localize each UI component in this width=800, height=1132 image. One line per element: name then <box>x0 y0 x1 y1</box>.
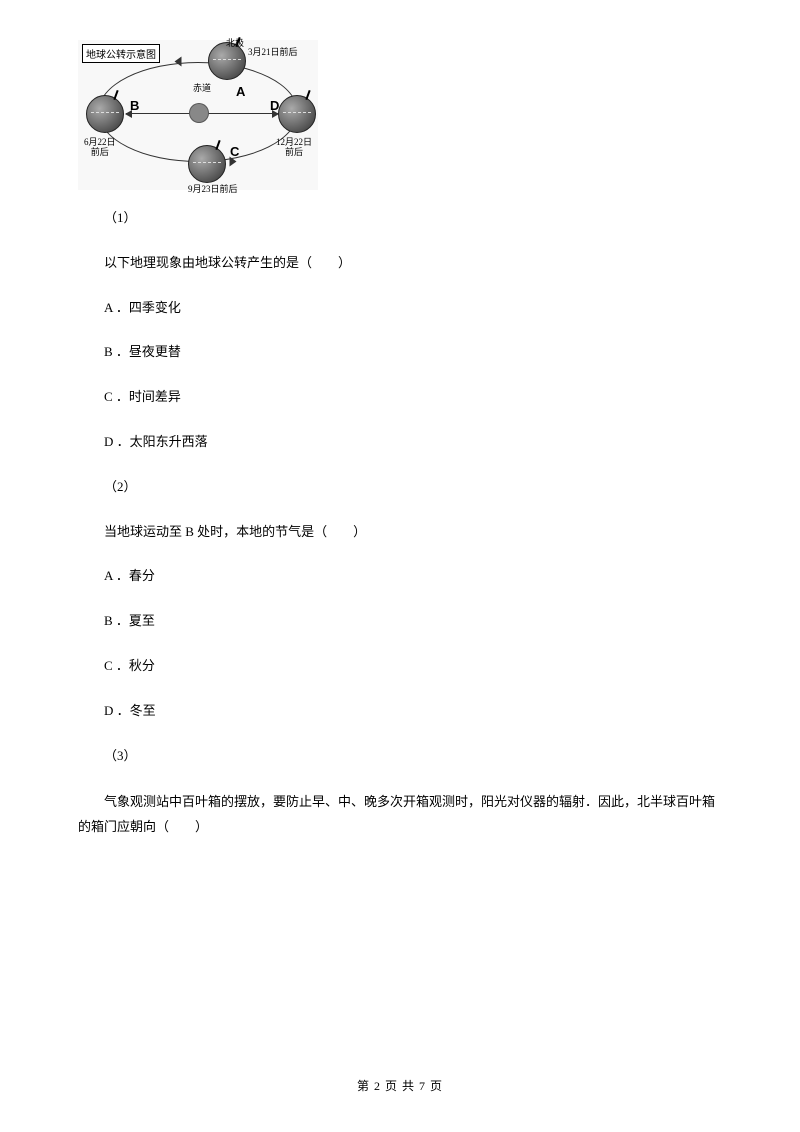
position-label-d: D <box>270 98 279 113</box>
north-pole-label: 北极 <box>226 39 244 49</box>
q2-option-c: C ．秋分 <box>78 656 722 677</box>
q2-option-d: D ．冬至 <box>78 701 722 722</box>
q2-option-b: B ．夏至 <box>78 611 722 632</box>
diagram-container: 地球公转示意图 A B C D 北极 3月21日前后 赤道 6月22日 前后 9… <box>78 40 722 190</box>
orbit-arrow-icon <box>175 57 182 67</box>
page-footer: 第 2 页 共 7 页 <box>0 1077 800 1094</box>
globe-c-icon <box>188 145 226 183</box>
position-label-c: C <box>230 144 239 159</box>
q1-option-a: A ．四季变化 <box>78 298 722 319</box>
date-label-d: 12月22日 前后 <box>276 138 312 158</box>
date-label-c: 9月23日前后 <box>188 185 238 195</box>
q1-option-c: C ．时间差异 <box>78 387 722 408</box>
position-label-a: A <box>236 84 245 99</box>
q2-option-a: A ．春分 <box>78 566 722 587</box>
q1-stem: 以下地理现象由地球公转产生的是（ ） <box>78 253 722 274</box>
sun-icon <box>190 104 208 122</box>
globe-b-icon <box>86 95 124 133</box>
q1-number: （1） <box>78 208 722 229</box>
q3-number: （3） <box>78 746 722 767</box>
q2-number: （2） <box>78 477 722 498</box>
q2-stem: 当地球运动至 B 处时，本地的节气是（ ） <box>78 522 722 543</box>
q3-stem: 气象观测站中百叶箱的摆放，要防止早、中、晚多次开箱观测时，阳光对仪器的辐射．因此… <box>78 790 722 839</box>
q1-option-b: B ．昼夜更替 <box>78 342 722 363</box>
diagram-title: 地球公转示意图 <box>82 44 160 63</box>
equator-label: 赤道 <box>193 84 211 94</box>
page-content: 地球公转示意图 A B C D 北极 3月21日前后 赤道 6月22日 前后 9… <box>0 0 800 840</box>
date-label-a: 3月21日前后 <box>248 48 298 58</box>
q1-option-d: D ．太阳东升西落 <box>78 432 722 453</box>
date-label-b: 6月22日 前后 <box>84 138 116 158</box>
globe-d-icon <box>278 95 316 133</box>
earth-revolution-diagram: 地球公转示意图 A B C D 北极 3月21日前后 赤道 6月22日 前后 9… <box>78 40 318 190</box>
position-label-b: B <box>130 98 139 113</box>
